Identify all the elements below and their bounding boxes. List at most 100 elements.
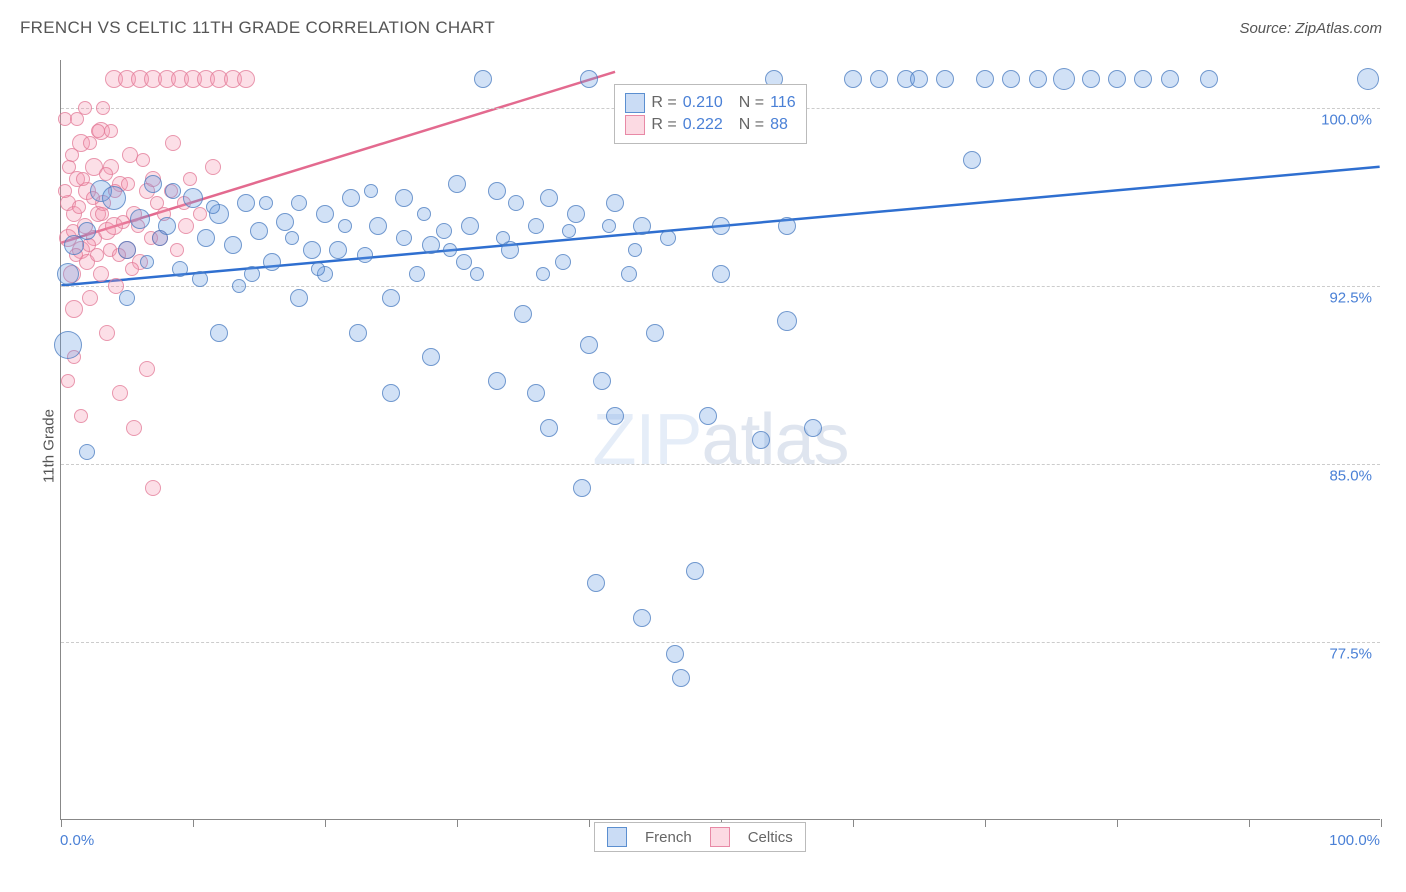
point-french <box>1002 70 1020 88</box>
point-french <box>1161 70 1179 88</box>
point-french <box>395 189 413 207</box>
point-celtic <box>91 124 105 138</box>
trend-lines-layer <box>61 60 1380 819</box>
legend-swatch-pink <box>625 115 645 135</box>
point-french <box>646 324 664 342</box>
point-celtic <box>70 112 84 126</box>
point-french <box>349 324 367 342</box>
legend-row: R = 0.222 N = 88 <box>625 115 795 135</box>
point-french <box>621 266 637 282</box>
point-french <box>910 70 928 88</box>
point-celtic <box>237 70 255 88</box>
legend-n-value: 88 <box>770 116 788 134</box>
point-french <box>250 222 268 240</box>
x-tick <box>589 819 590 827</box>
point-french <box>338 219 352 233</box>
point-french <box>514 305 532 323</box>
point-french <box>562 224 576 238</box>
point-french <box>448 175 466 193</box>
point-french <box>602 219 616 233</box>
point-french <box>417 207 431 221</box>
point-french <box>633 217 651 235</box>
point-celtic <box>104 124 118 138</box>
x-tick <box>325 819 326 827</box>
x-tick <box>1117 819 1118 827</box>
point-celtic <box>116 215 130 229</box>
point-french <box>686 562 704 580</box>
legend-label: French <box>645 829 692 846</box>
point-celtic <box>183 172 197 186</box>
point-french <box>474 70 492 88</box>
y-tick-label: 77.5% <box>1329 645 1372 662</box>
x-tick <box>1249 819 1250 827</box>
point-french <box>57 263 79 285</box>
point-celtic <box>99 325 115 341</box>
point-french <box>536 267 550 281</box>
watermark-thin: atlas <box>701 400 848 480</box>
y-axis-title: 11th Grade <box>40 409 57 483</box>
source-attribution: Source: ZipAtlas.com <box>1239 20 1382 37</box>
point-french <box>443 243 457 257</box>
point-celtic <box>62 160 76 174</box>
point-french <box>329 241 347 259</box>
point-french <box>1134 70 1152 88</box>
point-french <box>1082 70 1100 88</box>
point-french <box>119 290 135 306</box>
point-celtic <box>83 136 97 150</box>
point-french <box>244 266 260 282</box>
point-french <box>528 218 544 234</box>
point-celtic <box>95 207 109 221</box>
legend-label: Celtics <box>748 829 793 846</box>
point-french <box>777 311 797 331</box>
point-french <box>259 196 273 210</box>
y-tick-label: 100.0% <box>1321 111 1372 128</box>
point-french <box>936 70 954 88</box>
point-celtic <box>205 159 221 175</box>
point-french <box>470 267 484 281</box>
point-french <box>232 279 246 293</box>
series-legend: French Celtics <box>594 822 806 852</box>
point-french <box>357 247 373 263</box>
point-french <box>290 289 308 307</box>
point-celtic <box>165 135 181 151</box>
point-celtic <box>65 300 83 318</box>
point-french <box>587 574 605 592</box>
point-french <box>102 186 126 210</box>
point-french <box>54 331 82 359</box>
point-french <box>291 195 307 211</box>
point-french <box>567 205 585 223</box>
y-tick-label: 92.5% <box>1329 289 1372 306</box>
point-french <box>285 231 299 245</box>
point-french <box>699 407 717 425</box>
point-celtic <box>170 243 184 257</box>
point-french <box>422 348 440 366</box>
point-french <box>672 669 690 687</box>
legend-swatch-blue <box>625 93 645 113</box>
point-celtic <box>72 200 86 214</box>
legend-r-label: R = <box>651 94 676 112</box>
point-french <box>130 209 150 229</box>
y-tick-label: 85.0% <box>1329 467 1372 484</box>
point-celtic <box>136 153 150 167</box>
point-french <box>172 261 188 277</box>
x-tick <box>1381 819 1382 827</box>
point-french <box>870 70 888 88</box>
correlation-legend: R = 0.210 N = 116 R = 0.222 N = 88 <box>614 84 806 144</box>
x-tick <box>985 819 986 827</box>
point-french <box>303 241 321 259</box>
point-french <box>396 230 412 246</box>
point-french <box>555 254 571 270</box>
point-french <box>527 384 545 402</box>
point-french <box>79 444 95 460</box>
point-celtic <box>178 218 194 234</box>
legend-n-label: N = <box>739 116 764 134</box>
point-french <box>606 194 624 212</box>
point-french <box>316 205 334 223</box>
point-french <box>237 194 255 212</box>
plot-area: ZIPatlas 77.5%85.0%92.5%100.0% <box>60 60 1380 820</box>
point-french <box>488 372 506 390</box>
point-french <box>140 255 154 269</box>
point-celtic <box>61 374 75 388</box>
gridline-h <box>61 642 1380 643</box>
legend-n-value: 116 <box>770 94 796 112</box>
